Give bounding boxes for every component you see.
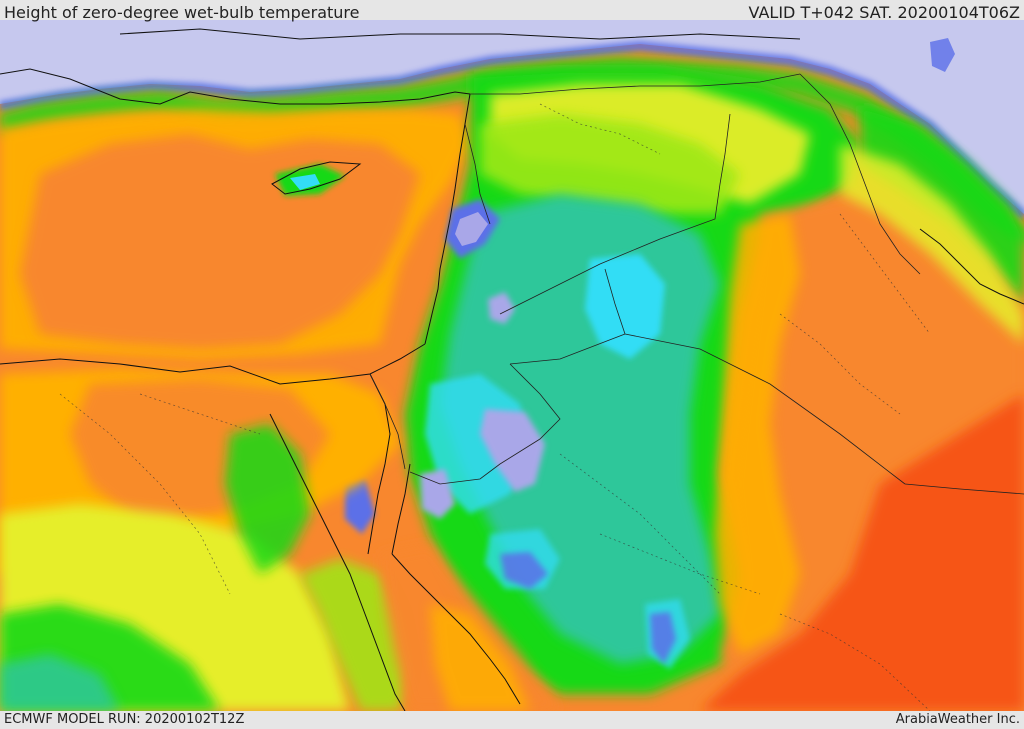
- coastline-persian-gulf: [919, 228, 1024, 305]
- valid-time: VALID T+042 SAT. 20200104T06Z: [748, 3, 1020, 22]
- boundary-dotted-7: [779, 613, 931, 711]
- coastline-red-sea-west: [269, 413, 406, 711]
- violet-spot-medina: [500, 552, 548, 589]
- border-saudi-iraq: [624, 333, 906, 485]
- map-header: Height of zero-degree wet-bulb temperatu…: [0, 0, 1024, 22]
- coastline-black-sea: [119, 28, 801, 40]
- weather-map[interactable]: [0, 14, 1024, 711]
- border-egypt-israel: [369, 373, 406, 470]
- east-red-orange-zone: [700, 394, 1024, 711]
- red-sea-yellow-band: [430, 604, 530, 711]
- coastline-cyprus: [271, 161, 362, 195]
- border-syria-iraq: [499, 113, 731, 315]
- boundary-dotted-4: [599, 533, 761, 595]
- sudan-teal-zone: [0, 654, 120, 711]
- cyan-pocket-north: [585, 254, 665, 359]
- violet-spot-jordan: [488, 292, 515, 324]
- coastline-egypt: [0, 343, 426, 385]
- boundary-dotted-6: [539, 103, 661, 155]
- violet-spot-sinai: [345, 479, 375, 534]
- violet-spot-tabuk: [420, 469, 455, 519]
- coastline-anatolia: [0, 68, 471, 105]
- violet-spot-asir: [650, 612, 676, 664]
- lake-van: [930, 38, 955, 72]
- boundary-dotted-8: [839, 213, 931, 335]
- credit-label: ArabiaWeather Inc.: [895, 712, 1020, 727]
- map-canvas: [0, 14, 1024, 711]
- north-blue-fringe: [0, 40, 1024, 220]
- north-low-field: [0, 14, 1024, 214]
- boundary-dotted-3: [559, 453, 721, 595]
- nile-green-strip: [225, 424, 310, 574]
- border-turkey-syria: [470, 73, 801, 95]
- syria-lime-zone: [480, 114, 740, 214]
- map-title: Height of zero-degree wet-bulb temperatu…: [4, 3, 360, 22]
- red-sea-coast-green: [300, 559, 410, 711]
- violet-spot-lebanon-core: [455, 212, 488, 246]
- model-run-label: ECMWF MODEL RUN: 20200102T12Z: [4, 712, 245, 727]
- border-jordan-west: [409, 363, 561, 485]
- map-footer: ECMWF MODEL RUN: 20200102T12Z ArabiaWeat…: [0, 711, 1024, 729]
- border-saudi-kuwait: [904, 483, 1024, 495]
- internal-boundaries: [59, 103, 931, 711]
- east-yellow-ring: [715, 214, 800, 654]
- cyprus-cyan: [290, 174, 320, 190]
- political-borders: [369, 73, 1024, 495]
- coastline-red-sea-east: [391, 553, 521, 705]
- boundary-dotted-2: [139, 393, 261, 435]
- coastline-levant: [424, 93, 471, 345]
- coastline-gulf-of-aqaba: [391, 463, 411, 555]
- coastlines: [0, 28, 1024, 711]
- cyan-pocket-west: [425, 374, 530, 514]
- border-iraq-iran: [799, 73, 921, 275]
- violet-spot-hejaz: [480, 409, 545, 492]
- boundary-dotted-5: [779, 313, 901, 415]
- boundary-dotted-1: [59, 393, 231, 595]
- iran-yellow-belt: [840, 144, 1024, 344]
- border-syria-lebanon: [464, 123, 491, 225]
